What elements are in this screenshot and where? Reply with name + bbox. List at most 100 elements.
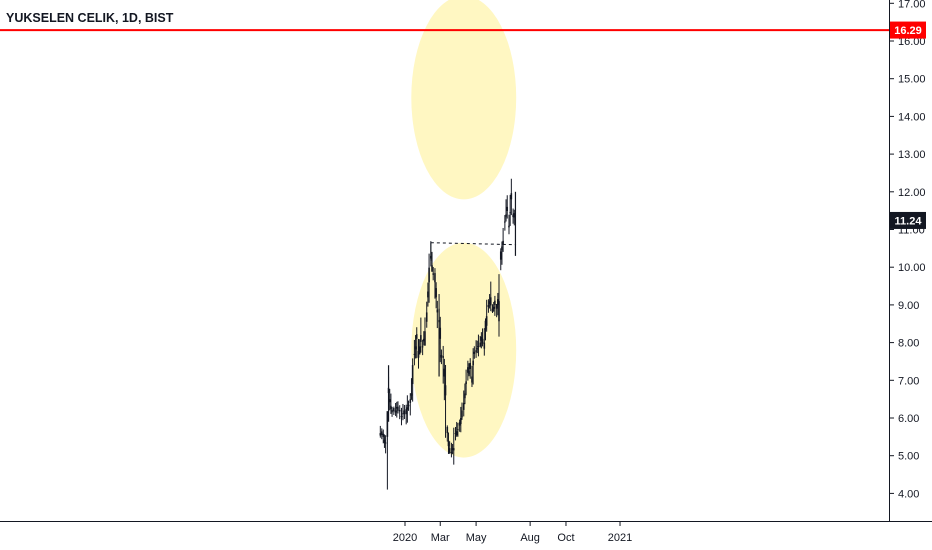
candle-body <box>384 442 387 444</box>
candle-body <box>499 251 502 260</box>
price-tick-label: 4.00 <box>898 488 919 500</box>
candle-body <box>428 267 430 283</box>
last-price-label: 11.24 <box>895 215 923 227</box>
candle-body <box>483 342 486 349</box>
candle-body <box>434 273 436 283</box>
candle-body <box>460 418 462 424</box>
candle-body <box>420 335 422 342</box>
price-tick-label: 10.00 <box>898 262 926 274</box>
candle-body <box>455 431 458 436</box>
time-tick-label: Oct <box>557 532 574 544</box>
time-tick-label: Aug <box>520 532 540 544</box>
candle-body <box>454 433 457 435</box>
candle-body <box>406 407 409 410</box>
candle-body <box>427 291 429 298</box>
candle-body <box>485 316 488 326</box>
candle-body <box>440 354 443 358</box>
highlight-circle-1 <box>411 0 517 200</box>
candle-body <box>462 402 465 410</box>
candle-body <box>468 370 470 375</box>
candle-body <box>477 345 480 347</box>
candle-body <box>435 288 437 298</box>
candle-body <box>488 301 491 304</box>
candle-body <box>475 350 477 353</box>
symbol-title: YUKSELEN CELIK, 1D, BIST <box>6 11 174 25</box>
candle-body <box>448 448 451 453</box>
candle-body <box>439 327 442 339</box>
candle-body <box>398 409 401 412</box>
time-scale[interactable]: 2020 Mar May Aug Oct 2021 <box>393 521 633 545</box>
price-tick-label: 13.00 <box>898 149 926 161</box>
candle-body <box>480 336 483 341</box>
candle-body <box>443 368 446 377</box>
candle-body <box>386 411 389 437</box>
candle-body <box>414 346 417 350</box>
candle-body <box>513 213 516 218</box>
candle-body <box>464 393 466 399</box>
candle-body <box>505 214 507 217</box>
candle-body <box>447 440 450 447</box>
candle-body <box>467 367 469 373</box>
price-tick-label: 15.00 <box>898 74 926 86</box>
candle-body <box>492 306 495 309</box>
price-tick-label: 9.00 <box>898 300 919 312</box>
candle-body <box>379 433 382 436</box>
candle-body <box>461 410 463 418</box>
resistance-dashed-line[interactable] <box>430 242 517 246</box>
candle-body <box>491 308 494 312</box>
candle-body <box>411 365 414 385</box>
candle-body <box>487 304 490 308</box>
candle-body <box>509 212 511 214</box>
candle-body <box>494 300 496 305</box>
candle-body <box>402 413 404 415</box>
price-tick-label: 16.00 <box>898 36 926 48</box>
price-tick-label: 14.00 <box>898 111 926 123</box>
candle-body <box>417 350 420 358</box>
candle-body <box>502 240 504 245</box>
candle-body <box>479 342 481 347</box>
annotation-layer <box>0 29 889 261</box>
price-tick-label: 5.00 <box>898 451 919 463</box>
highlight-circle-2 <box>411 242 517 458</box>
candle-body <box>393 408 395 412</box>
price-tick-label: 8.00 <box>898 338 919 350</box>
candle-body <box>400 416 403 418</box>
price-scale[interactable]: 4.005.006.007.008.009.0010.0011.0012.001… <box>889 0 926 500</box>
candle-body <box>497 299 499 305</box>
candle-body <box>442 356 444 358</box>
candle-body <box>413 353 416 355</box>
time-tick-label: Mar <box>431 532 450 544</box>
time-tick-label: 2021 <box>608 532 632 544</box>
candle-body <box>472 360 474 366</box>
candle-body <box>444 385 447 396</box>
candle-body <box>407 404 410 407</box>
candle-body <box>436 309 439 313</box>
candle-body <box>388 399 391 403</box>
candle-body <box>423 338 425 342</box>
price-tick-label: 17.00 <box>898 0 926 10</box>
candle-body <box>410 393 413 396</box>
candle-body <box>446 426 449 434</box>
candle-body <box>421 346 424 348</box>
candle-body <box>458 422 461 426</box>
candle-body <box>451 448 454 451</box>
candle-body <box>473 351 476 354</box>
candle-body <box>418 346 421 355</box>
candle-body <box>510 193 513 200</box>
candle-body <box>469 362 472 369</box>
time-tick-label: 2020 <box>393 532 417 544</box>
resistance-price-badge: 16.29 <box>890 21 926 39</box>
candle-body <box>489 297 492 306</box>
candle-body <box>394 410 397 413</box>
candle-body <box>380 431 383 435</box>
price-tick-label: 7.00 <box>898 375 919 387</box>
candle-body <box>391 409 393 413</box>
candle-layer <box>379 178 517 490</box>
candle-body <box>508 225 510 228</box>
candle-body <box>383 439 386 443</box>
candle-body <box>498 301 500 322</box>
candle-body <box>457 429 459 431</box>
candle-body <box>506 206 509 211</box>
time-tick-label: May <box>466 532 487 544</box>
